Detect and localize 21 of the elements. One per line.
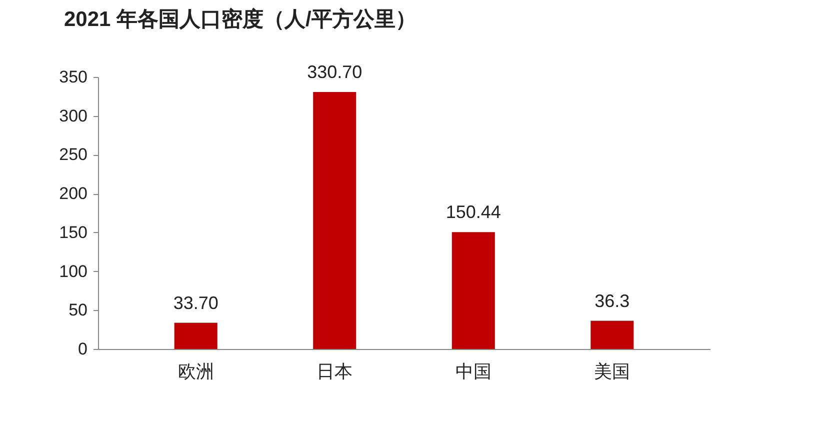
y-tick-label: 100 [59, 262, 88, 281]
bar [174, 322, 218, 349]
x-tick-label: 美国 [594, 362, 630, 382]
x-tick-label: 中国 [455, 362, 492, 382]
y-tick-label: 300 [59, 106, 88, 126]
x-tick-label: 欧洲 [178, 362, 214, 382]
data-label: 330.70 [307, 62, 362, 82]
chart-title: 2021 年各国人口密度（人/平方公里） [64, 7, 416, 31]
bar [590, 320, 634, 349]
y-tick-label: 350 [59, 68, 88, 86]
y-tick-label: 250 [59, 145, 88, 164]
y-tick-label: 200 [59, 184, 88, 204]
data-label: 36.3 [594, 290, 630, 311]
y-tick-label: 0 [78, 340, 88, 358]
y-tick-label: 150 [59, 222, 88, 242]
y-tick-label: 50 [68, 300, 88, 320]
bar [313, 92, 356, 349]
bar [452, 232, 495, 349]
data-label: 150.44 [446, 202, 501, 222]
x-tick-label: 日本 [316, 362, 353, 382]
data-label: 33.70 [173, 292, 218, 313]
